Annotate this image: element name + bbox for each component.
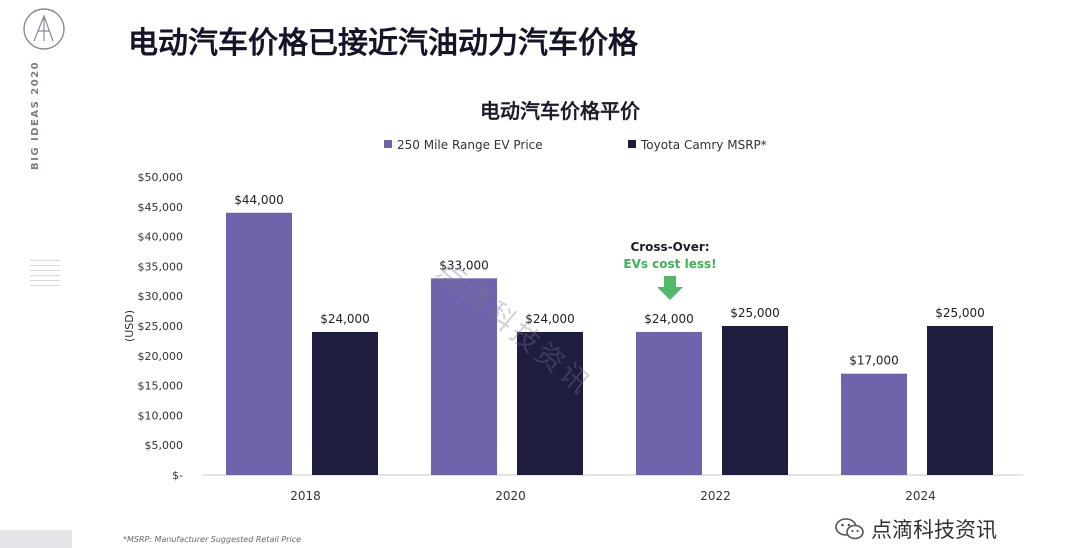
y-tick-label: $- [172,469,183,482]
data-label-camry-2022: $25,000 [730,306,780,320]
data-label-camry-2020: $24,000 [525,312,575,326]
data-label-camry-2024: $25,000 [935,306,985,320]
annotation-subtitle: EVs cost less! [623,257,716,271]
data-label-ev-2022: $24,000 [644,312,694,326]
x-tick-label: 2020 [495,489,526,503]
decorative-lines [30,260,60,290]
brand-text: 点滴科技资讯 [871,518,997,542]
chart-title: 电动汽车价格平价 [480,99,641,123]
bar-camry-2020 [517,331,583,475]
ark-logo [23,8,65,50]
bar-camry-2018 [312,331,378,475]
y-tick-label: $5,000 [145,439,184,452]
down-arrow-icon [657,276,683,300]
bar-ev-2018 [226,212,292,475]
x-tick-label: 2022 [700,489,731,503]
footnote: *MSRP: Manufacturer Suggested Retail Pri… [123,535,302,544]
y-tick-label: $20,000 [138,350,184,363]
y-axis-label: (USD) [123,310,136,342]
data-label-ev-2024: $17,000 [849,354,899,368]
x-tick-label: 2018 [290,489,321,503]
bar-ev-2020 [431,278,497,475]
data-label-ev-2020: $33,000 [439,258,489,272]
y-tick-label: $25,000 [138,320,184,333]
y-tick-label: $30,000 [138,290,184,303]
bar-camry-2024 [927,326,993,475]
bar-camry-2022 [722,326,788,475]
data-label-camry-2018: $24,000 [320,312,370,326]
y-tick-label: $35,000 [138,260,184,273]
legend-swatch-1 [384,140,392,148]
y-tick-label: $45,000 [138,201,184,214]
bar-ev-2024 [841,373,907,475]
y-tick-label: $10,000 [138,409,184,422]
slide-title: 电动汽车价格已接近汽油动力汽车价格 [128,26,638,61]
legend-label-1: 250 Mile Range EV Price [397,138,543,152]
y-tick-label: $50,000 [138,171,184,184]
wechat-icon [835,518,864,540]
y-tick-label: $15,000 [138,380,184,393]
legend-swatch-2 [628,140,636,148]
brand-signature: 点滴科技资讯 [835,514,997,544]
x-tick-label: 2024 [905,489,936,503]
y-tick-label: $40,000 [138,231,184,244]
footer-block [0,530,72,548]
legend-label-2: Toyota Camry MSRP* [640,138,767,152]
bar-ev-2022 [636,331,702,475]
data-label-ev-2018: $44,000 [234,193,284,207]
annotation-title: Cross-Over: [630,240,709,254]
